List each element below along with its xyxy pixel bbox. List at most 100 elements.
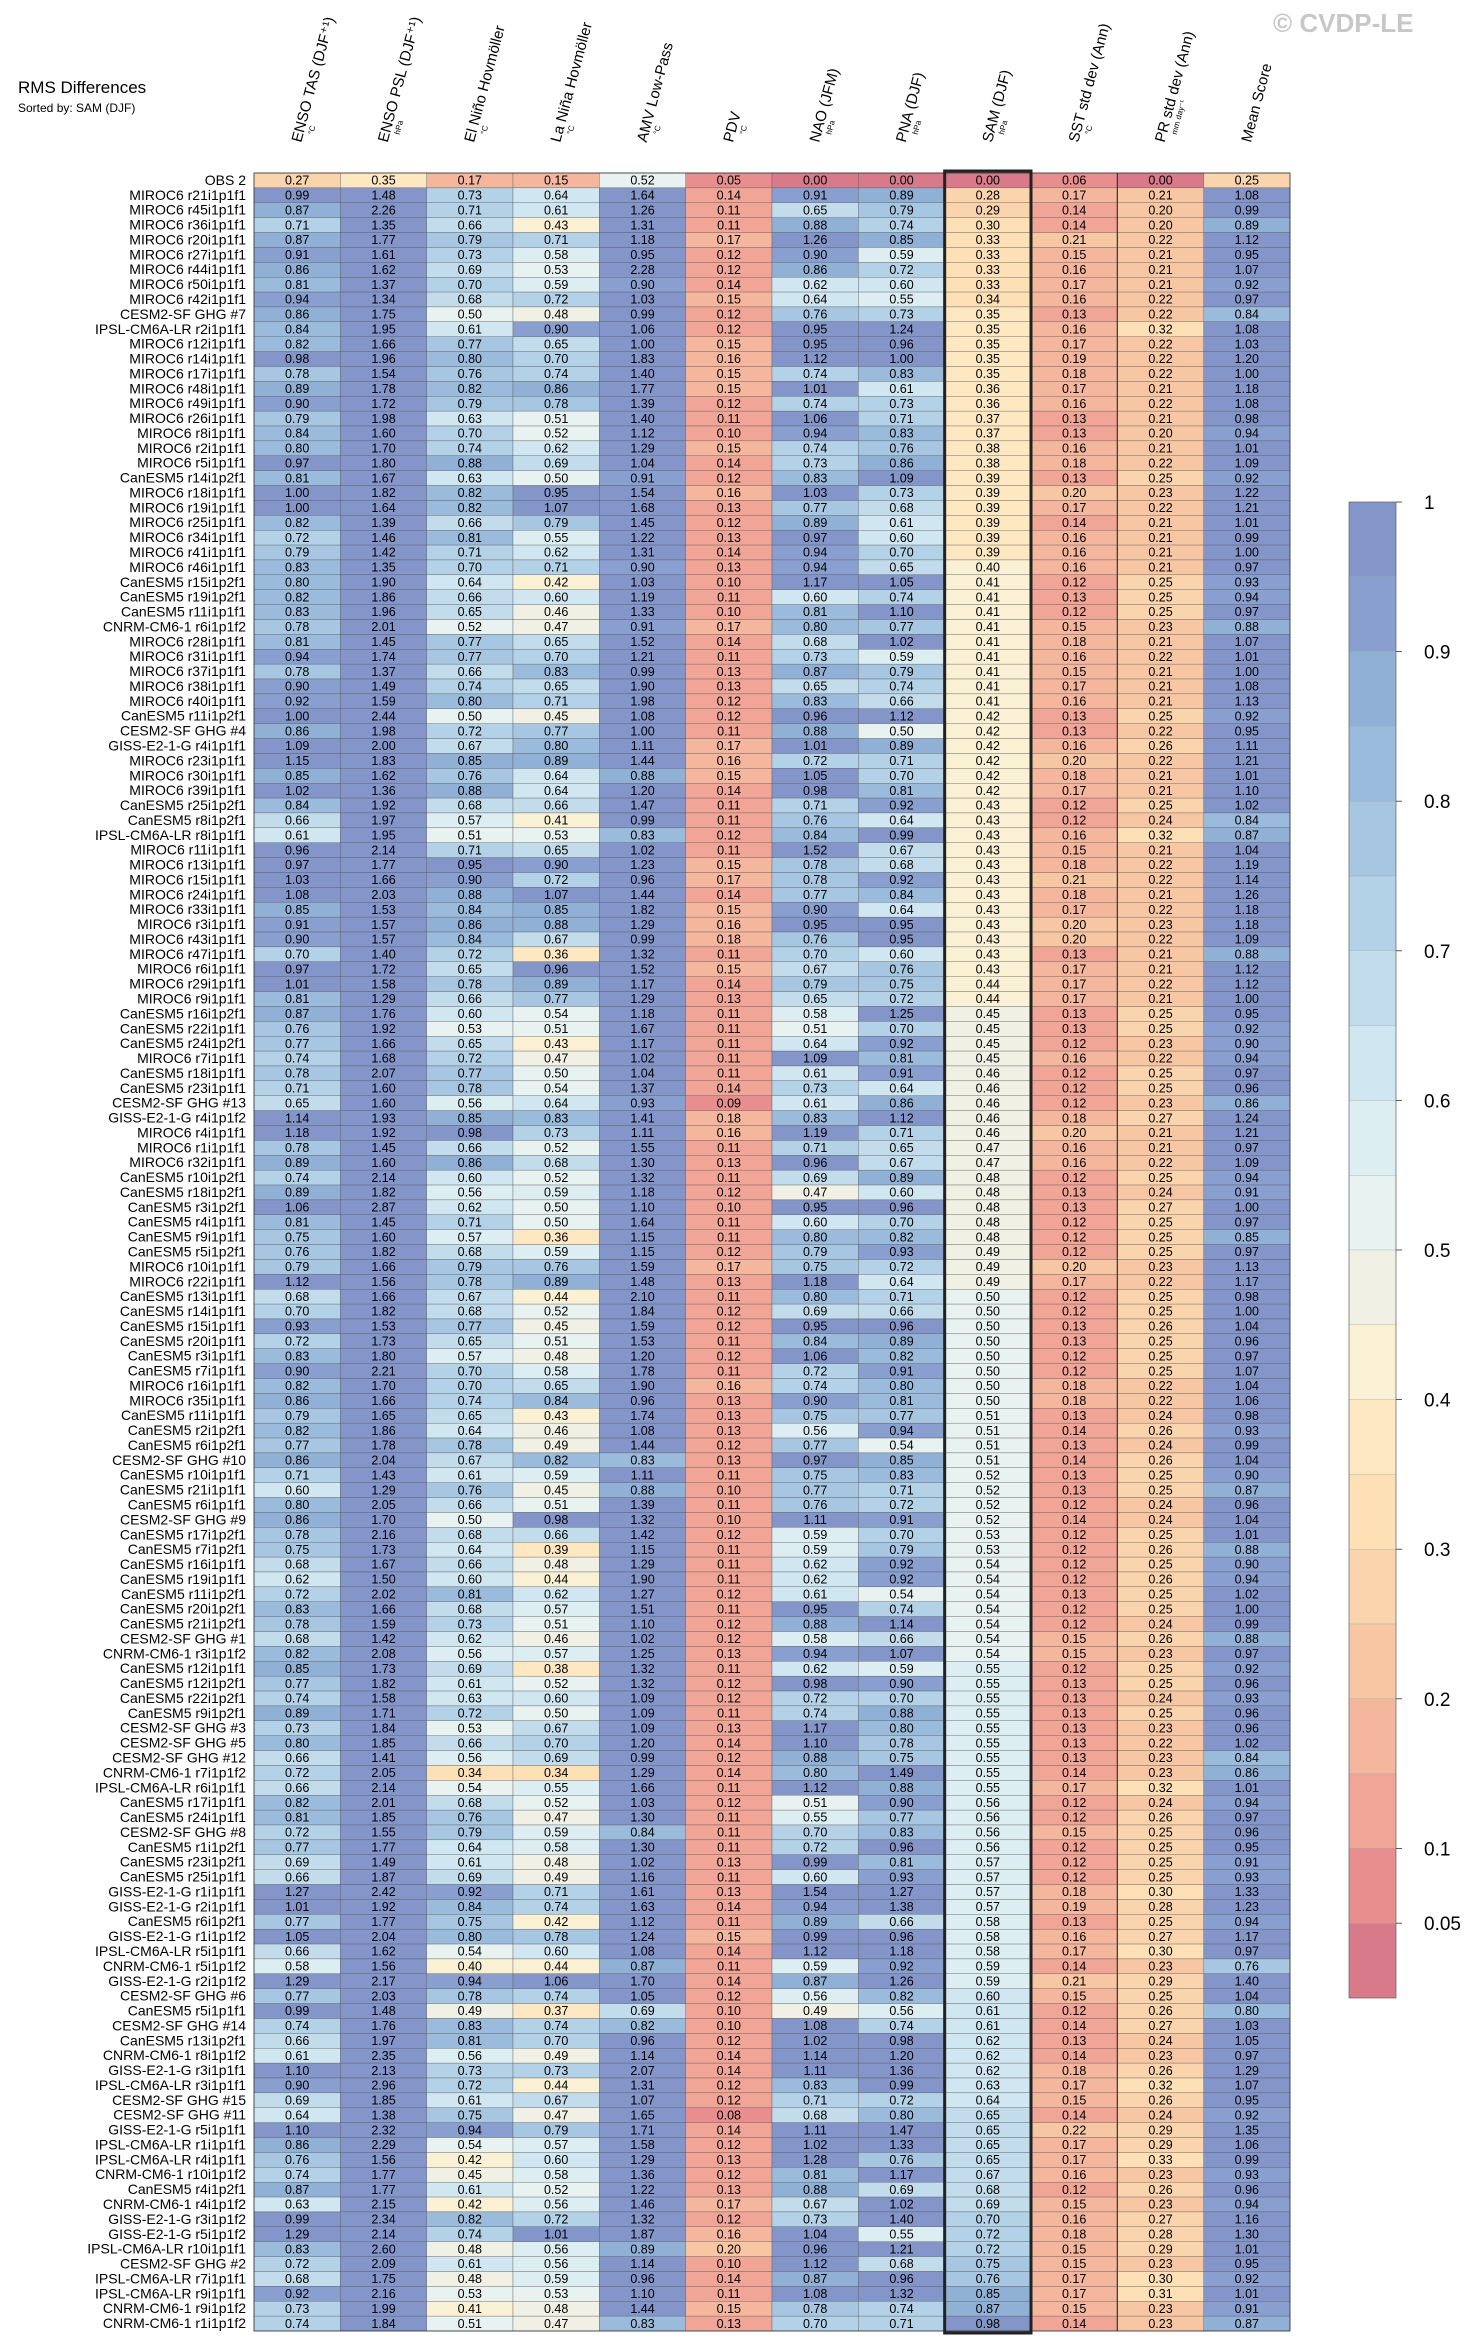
cell-value: 0.72 [285, 531, 309, 545]
cell-value: 0.92 [1235, 709, 1259, 723]
row-label: CanESM5 r10i1p1f1 [120, 1467, 246, 1483]
cell-value: 0.82 [458, 486, 482, 500]
cell-value: 0.69 [630, 2004, 654, 2018]
cell-value: 1.33 [889, 2138, 913, 2152]
cell-value: 1.21 [1235, 1126, 1259, 1140]
cell-value: 0.73 [458, 248, 482, 262]
cell-value: 0.53 [544, 2287, 568, 2301]
cell-value: 1.00 [285, 709, 309, 723]
cell-value: 0.88 [458, 888, 482, 902]
cell-value: 0.45 [976, 1007, 1000, 1021]
cell-value: 0.67 [544, 933, 568, 947]
cell-value: 0.26 [1148, 1573, 1172, 1587]
cell-value: 1.04 [1235, 1989, 1259, 2003]
cell-value: 0.12 [1062, 1855, 1086, 1869]
cell-value: 0.23 [1148, 1096, 1172, 1110]
cell-value: 1.39 [371, 516, 395, 530]
cell-value: 0.22 [1148, 293, 1172, 307]
cell-value: 1.46 [630, 2198, 654, 2212]
cell-value: 0.80 [458, 695, 482, 709]
colorbar-swatch [1348, 1324, 1397, 1400]
cell-value: 0.80 [458, 352, 482, 366]
cell-value: 0.66 [458, 1558, 482, 1572]
cell-value: 1.63 [630, 1900, 654, 1914]
cell-value: 0.50 [458, 709, 482, 723]
cell-value: 0.26 [1148, 1811, 1172, 1825]
cell-value: 0.06 [1062, 174, 1086, 188]
cell-value: 0.68 [889, 2257, 913, 2271]
cell-value: 0.65 [889, 1141, 913, 1155]
cell-value: 1.78 [630, 1364, 654, 1378]
cell-value: 0.70 [803, 1826, 827, 1840]
cell-value: 1.25 [630, 1647, 654, 1661]
cell-value: 0.85 [285, 1662, 309, 1676]
cell-value: 1.11 [631, 739, 654, 753]
row-label: MIROC6 r18i1p1f1 [129, 484, 246, 500]
cell-value: 1.02 [285, 784, 309, 798]
cell-value: 2.87 [371, 1201, 395, 1215]
cell-value: 0.15 [1062, 2094, 1086, 2108]
cell-value: 0.99 [1235, 1617, 1259, 1631]
cell-value: 1.85 [371, 2094, 395, 2108]
cell-value: 0.35 [371, 174, 395, 188]
cell-value: 1.11 [631, 1468, 654, 1482]
cell-value: 1.17 [1235, 1930, 1259, 1944]
cell-value: 1.03 [803, 486, 827, 500]
cell-value: 1.08 [1235, 189, 1259, 203]
cell-value: 0.66 [889, 1632, 913, 1646]
cell-value: 0.76 [889, 962, 913, 976]
cell-value: 0.21 [1148, 769, 1172, 783]
cell-value: 0.16 [1062, 397, 1086, 411]
cell-value: 0.96 [889, 337, 913, 351]
cell-value: 0.25 [1148, 1067, 1172, 1081]
cell-value: 0.61 [458, 2183, 482, 2197]
cell-value: 0.80 [1235, 2004, 1259, 2018]
cell-value: 0.38 [544, 1662, 568, 1676]
cell-value: 0.55 [976, 1707, 1000, 1721]
cell-value: 0.12 [1062, 1796, 1086, 1810]
cell-value: 0.39 [976, 486, 1000, 500]
cell-value: 0.75 [889, 1751, 913, 1765]
cell-value: 1.67 [371, 471, 395, 485]
cell-value: 0.65 [458, 962, 482, 976]
cell-value: 0.27 [1148, 1111, 1172, 1125]
cell-value: 0.51 [458, 2317, 482, 2331]
row-label: MIROC6 r9i1p1f1 [137, 990, 246, 1006]
row-label: CanESM5 r23i1p2f1 [120, 1854, 246, 1870]
row-label: MIROC6 r34i1p1f1 [129, 529, 246, 545]
cell-value: 1.72 [371, 397, 395, 411]
cell-value: 0.20 [1148, 427, 1172, 441]
cell-value: 0.64 [544, 784, 568, 798]
row-label: CanESM5 r19i1p1f1 [120, 1571, 246, 1587]
cell-value: 0.79 [889, 665, 913, 679]
cell-value: 1.07 [544, 501, 568, 515]
cell-value: 0.20 [1062, 918, 1086, 932]
row-label: CNRM-CM6-1 r7i1p1f2 [103, 1764, 246, 1780]
cell-value: 0.76 [803, 933, 827, 947]
cell-value: 0.56 [803, 1989, 827, 2003]
cell-value: 0.66 [889, 1305, 913, 1319]
cell-value: 1.56 [371, 2153, 395, 2167]
cell-value: 0.51 [544, 412, 568, 426]
cell-value: 0.84 [285, 427, 309, 441]
cell-value: 0.64 [458, 1841, 482, 1855]
cell-value: 0.99 [803, 1930, 827, 1944]
row-label: MIROC6 r6i1p1f1 [137, 961, 246, 977]
cell-value: 0.54 [976, 1647, 1000, 1661]
cell-value: 0.21 [1148, 948, 1172, 962]
cell-value: 0.12 [1062, 1602, 1086, 1616]
cell-value: 0.76 [458, 1811, 482, 1825]
cell-value: 0.26 [1148, 1424, 1172, 1438]
row-label: CESM2-SF GHG #2 [120, 2256, 246, 2272]
row-label: CanESM5 r15i1p1f1 [120, 1318, 246, 1334]
cell-value: 0.21 [1148, 992, 1172, 1006]
cell-value: 0.65 [458, 1037, 482, 1051]
cell-value: 0.23 [1148, 1960, 1172, 1974]
cell-value: 0.11 [717, 1960, 740, 1974]
cell-value: 0.68 [458, 1305, 482, 1319]
cell-value: 0.95 [458, 858, 482, 872]
row-label: CESM2-SF GHG #5 [120, 1735, 246, 1751]
cell-value: 0.74 [285, 2168, 309, 2182]
cell-value: 0.13 [717, 1409, 741, 1423]
cell-value: 1.54 [803, 1885, 827, 1899]
